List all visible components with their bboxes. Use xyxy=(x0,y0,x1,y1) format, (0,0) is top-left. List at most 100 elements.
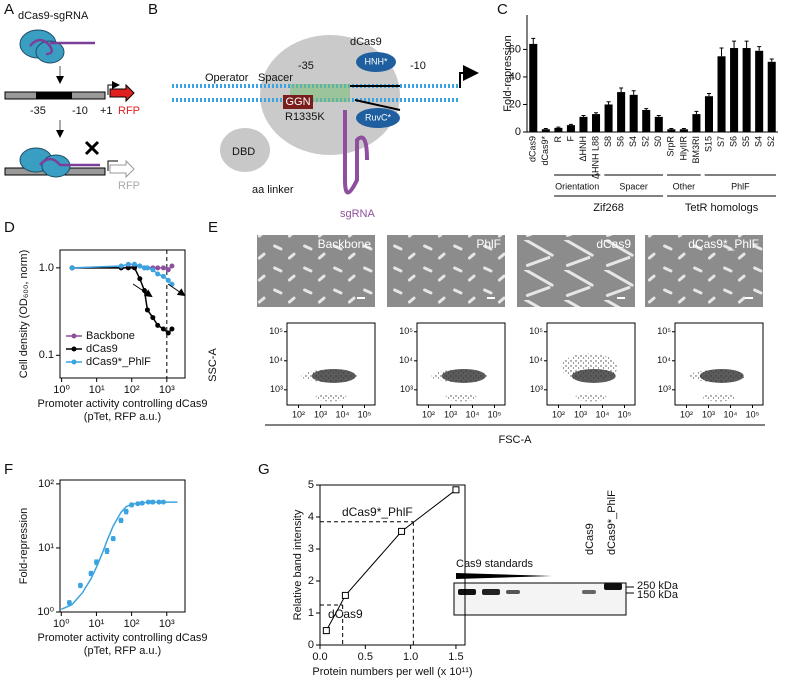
x-tick-label: 10² xyxy=(680,409,693,419)
x-tick-label: 1.0 xyxy=(403,651,418,663)
bar xyxy=(767,61,776,132)
cells xyxy=(257,235,375,307)
point xyxy=(135,501,141,507)
x-tick-label: S4 xyxy=(754,136,764,147)
y-tick-label: 4 xyxy=(308,511,314,523)
x-tick-label: dCas9* xyxy=(540,136,550,166)
y-tick-label: 0.1 xyxy=(39,349,54,361)
x-tick-label: R xyxy=(553,136,563,143)
error-bar xyxy=(581,114,586,117)
y-tick-label: 10⁵ xyxy=(529,326,543,336)
point xyxy=(169,263,175,269)
x-tick-label: S2 xyxy=(766,136,776,147)
bar xyxy=(541,129,550,132)
label: dCas9 xyxy=(584,523,596,555)
group-label: TetR homologs xyxy=(685,202,759,214)
y-tick-label: 10⁴ xyxy=(269,355,283,365)
point xyxy=(452,486,460,494)
x-tick-label: 10⁵ xyxy=(488,409,502,419)
point xyxy=(110,536,116,542)
y-tick-label: 10⁴ xyxy=(657,355,671,365)
error-bar xyxy=(706,92,711,97)
bar xyxy=(679,129,688,132)
event-cloud xyxy=(699,368,744,383)
x-tick-label: 10⁰ xyxy=(53,618,70,630)
point xyxy=(160,326,166,332)
y-tick-label: 0 xyxy=(515,126,521,138)
y-tick-label: 10⁵ xyxy=(657,326,671,336)
x-tick-label: 10⁴ xyxy=(466,409,480,419)
event-cloud xyxy=(445,393,477,402)
point xyxy=(118,517,124,523)
point xyxy=(132,261,138,267)
x-tick-label: S6 xyxy=(616,136,626,147)
error-bar xyxy=(681,128,686,130)
point xyxy=(155,265,161,271)
legend-label: Backbone xyxy=(86,330,135,342)
x-tick-label: ΔHNH xyxy=(578,136,588,162)
gel-image xyxy=(453,582,627,616)
domain xyxy=(356,52,396,72)
band xyxy=(582,590,596,594)
legend-label: dCas9*_PhlF xyxy=(86,356,151,368)
point xyxy=(150,315,156,321)
x-tick-label: 10³ xyxy=(159,384,175,396)
y-tick-label: 10¹ xyxy=(38,542,54,554)
x-tick-label: 10² xyxy=(124,384,140,396)
y-tick-label: 10³ xyxy=(400,384,413,394)
y-tick-label: 40 xyxy=(509,71,521,83)
x-tick-label: S2 xyxy=(641,136,651,147)
point xyxy=(69,265,75,271)
point xyxy=(139,500,145,506)
group-label: Spacer xyxy=(619,181,648,191)
bar xyxy=(592,114,601,132)
axis-label: Promoter activity controlling dCas9 xyxy=(38,398,208,410)
label: aa linker xyxy=(252,184,294,196)
x-tick-label: 10⁴ xyxy=(596,409,610,419)
x-tick-label: 10³ xyxy=(702,409,715,419)
y-tick-label: 60 xyxy=(509,43,521,55)
bar xyxy=(617,92,626,132)
error-bar xyxy=(694,110,699,115)
x-tick-label: 10² xyxy=(552,409,565,419)
label: dCas9-sgRNA xyxy=(18,10,89,22)
axis xyxy=(319,484,466,646)
sample-label: PhlF xyxy=(476,237,501,251)
annotation: dCas9 xyxy=(328,607,363,621)
y-tick-label: 1.0 xyxy=(39,262,54,274)
label: Operator xyxy=(205,72,249,84)
label: RFP xyxy=(118,105,140,117)
event-cloud xyxy=(571,368,616,383)
y-tick-label: 5 xyxy=(308,479,314,491)
x-tick-label: dCas9 xyxy=(528,136,538,162)
legend-marker xyxy=(71,346,77,352)
rna xyxy=(39,157,100,167)
event-cloud xyxy=(575,393,607,402)
panel-label: F xyxy=(4,461,13,478)
x-tick-label: S0 xyxy=(653,136,663,147)
x-tick-label: 10² xyxy=(422,409,435,419)
group-label: PhlF xyxy=(731,181,750,191)
point xyxy=(145,499,151,505)
x-tick-label: S6 xyxy=(728,136,738,147)
domain xyxy=(356,108,400,128)
rna xyxy=(29,38,95,56)
panel-e: SSC-A FSC-A xyxy=(207,348,765,446)
label: -35 xyxy=(298,60,314,72)
panel-label: C xyxy=(497,1,508,18)
x-tick-label: 10⁵ xyxy=(746,409,760,419)
point xyxy=(165,267,171,273)
bar xyxy=(742,48,751,132)
point xyxy=(125,265,131,271)
event-cloud xyxy=(311,368,356,383)
panel-label: E xyxy=(208,219,218,236)
label: dCas9*_PhlF xyxy=(606,490,618,555)
axis xyxy=(416,322,506,406)
label: -35 xyxy=(30,105,46,117)
cells xyxy=(387,235,505,307)
error-bar xyxy=(606,101,611,105)
axis-label: Cell density (OD₆₀₀, norm) xyxy=(18,250,30,378)
point xyxy=(341,591,349,599)
point xyxy=(66,600,72,606)
